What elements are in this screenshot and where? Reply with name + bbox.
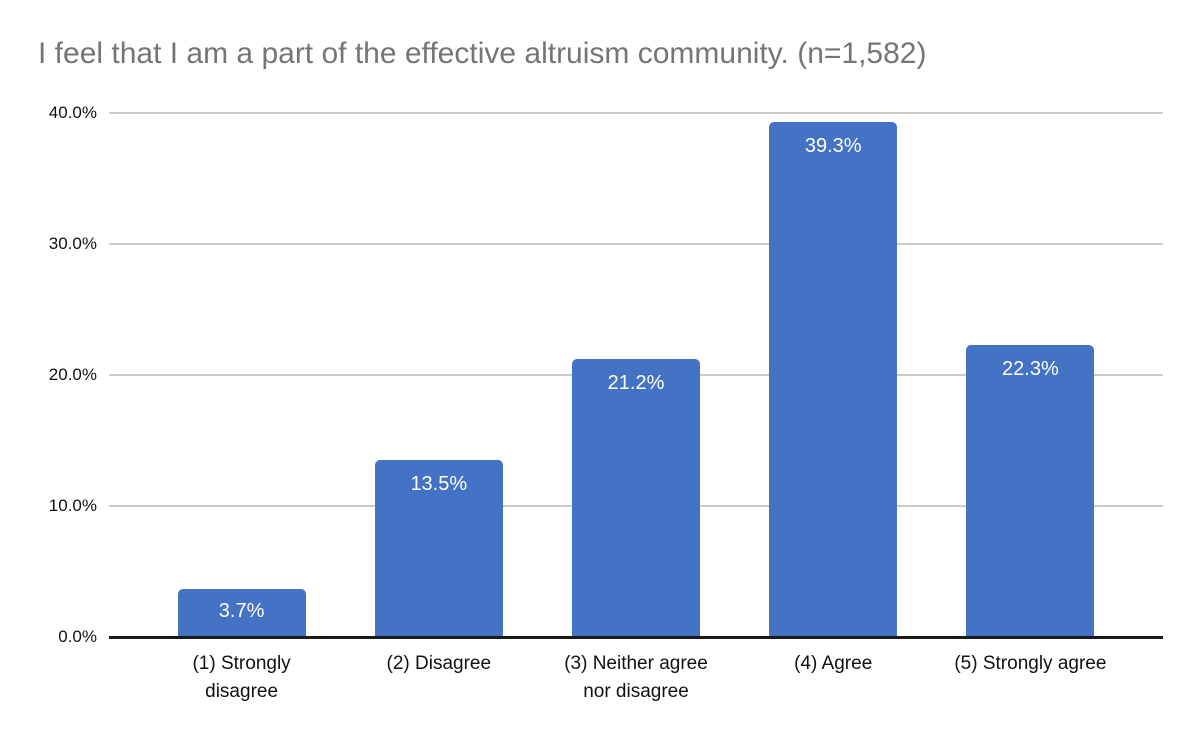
x-category-label: (3) Neither agree nor disagree (564, 653, 708, 702)
y-tick-label: 30.0% (48, 234, 97, 253)
y-tick-label: 0.0% (58, 627, 97, 646)
x-category-label: (4) Agree (794, 653, 873, 674)
x-axis-line (109, 636, 1163, 639)
bar-data-label: 21.2% (607, 372, 665, 395)
x-category-label: (1) Strongly disagree (192, 653, 291, 702)
bar: 3.7% (177, 588, 306, 637)
bar: 39.3% (769, 122, 898, 637)
gridline (109, 243, 1163, 245)
bar: 13.5% (374, 460, 503, 637)
y-tick-label: 10.0% (48, 496, 97, 515)
bar-data-label: 22.3% (1002, 357, 1059, 380)
x-category-label: (5) Strongly agree (954, 653, 1107, 674)
bar-data-label: 13.5% (410, 473, 468, 496)
bar-data-label: 3.7% (218, 599, 265, 622)
bar: 22.3% (966, 344, 1095, 637)
x-category-label: (2) Disagree (386, 653, 492, 674)
y-tick-label: 40.0% (48, 103, 97, 122)
y-tick-label: 20.0% (48, 365, 97, 384)
chart-title: I feel that I am a part of the effective… (38, 37, 927, 70)
bar: 21.2% (572, 359, 700, 637)
bar-data-label: 39.3% (804, 135, 862, 158)
gridline (109, 112, 1163, 114)
